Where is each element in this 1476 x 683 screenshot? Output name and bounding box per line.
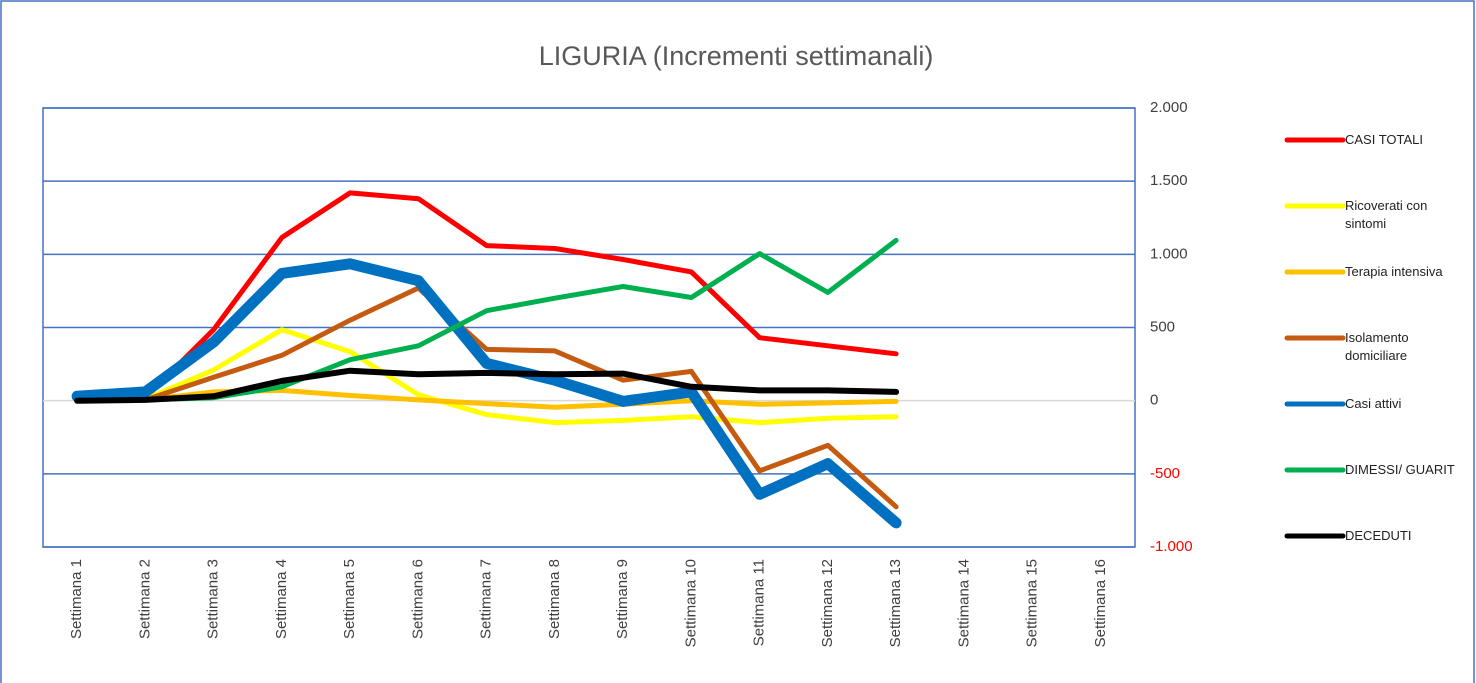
y-tick-label: -1.000 bbox=[1150, 538, 1193, 555]
x-tick-label: Settimana 1 bbox=[68, 559, 85, 639]
x-tick-label: Settimana 11 bbox=[751, 559, 768, 646]
x-tick-label: Settimana 16 bbox=[1092, 559, 1109, 647]
x-tick-label: Settimana 10 bbox=[682, 559, 699, 647]
chart-title: LIGURIA (Incrementi settimanali) bbox=[539, 41, 934, 71]
series-line bbox=[71, 258, 902, 529]
x-tick-label: Settimana 6 bbox=[409, 559, 426, 639]
x-tick-label: Settimana 7 bbox=[478, 559, 495, 639]
x-tick-label: Settimana 15 bbox=[1024, 559, 1041, 647]
series-line bbox=[74, 387, 899, 410]
y-tick-label: 2.000 bbox=[1150, 99, 1188, 116]
legend-label: Terapia intensiva bbox=[1345, 264, 1443, 279]
y-tick-label: 1.500 bbox=[1150, 172, 1188, 189]
legend-label: Ricoverati con sintomi bbox=[1345, 198, 1428, 231]
x-tick-label: Settimana 12 bbox=[819, 559, 836, 647]
legend-label: CASI TOTALI bbox=[1345, 132, 1424, 147]
y-tick-label: -500 bbox=[1150, 465, 1180, 482]
x-tick-label: Settimana 4 bbox=[273, 559, 290, 639]
legend-label: Isolamento domiciliare bbox=[1345, 330, 1409, 363]
x-tick-label: Settimana 5 bbox=[341, 559, 358, 639]
x-tick-label: Settimana 2 bbox=[136, 559, 153, 639]
y-tick-label: 1.000 bbox=[1150, 245, 1188, 262]
x-tick-label: Settimana 9 bbox=[614, 559, 631, 639]
series-line bbox=[74, 285, 899, 510]
x-tick-label: Settimana 14 bbox=[955, 559, 972, 647]
legend-label: DIMESSI/ GUARIT bbox=[1345, 462, 1455, 477]
y-tick-label: 0 bbox=[1150, 392, 1158, 409]
x-tick-label: Settimana 8 bbox=[546, 559, 563, 639]
series-line bbox=[74, 367, 900, 404]
y-tick-label: 500 bbox=[1150, 318, 1175, 335]
x-tick-label: Settimana 3 bbox=[205, 559, 222, 639]
legend-label: Casi attivi bbox=[1345, 396, 1402, 411]
x-tick-label: Settimana 13 bbox=[887, 559, 904, 647]
series-line bbox=[74, 327, 899, 426]
series-line bbox=[74, 190, 899, 403]
legend-label: DECEDUTI bbox=[1345, 528, 1412, 543]
